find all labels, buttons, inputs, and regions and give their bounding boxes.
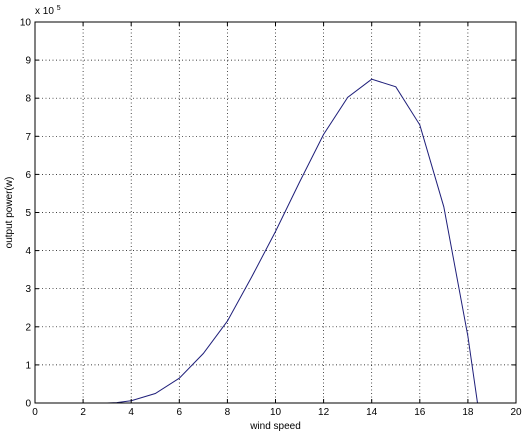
x-axis-label: wind speed — [249, 421, 301, 432]
series-line — [35, 78, 478, 404]
y-axis-exponent-power: 5 — [57, 5, 61, 12]
x-tick-label: 14 — [366, 407, 378, 418]
y-tick-label: 0 — [25, 399, 31, 410]
axes-box — [34, 21, 517, 404]
ticks — [34, 21, 517, 404]
y-tick-label: 4 — [25, 246, 31, 257]
x-tick-label: 6 — [177, 407, 183, 418]
x-tick-label: 16 — [414, 407, 426, 418]
x-tick-label: 2 — [80, 407, 86, 418]
y-tick-label: 8 — [25, 94, 31, 105]
x-tick-label: 0 — [32, 407, 38, 418]
y-axis-label: output power(w) — [4, 177, 15, 249]
x-tick-label: 12 — [318, 407, 330, 418]
y-tick-label: 7 — [25, 132, 31, 143]
y-axis-exponent-base: x 10 — [35, 6, 54, 17]
y-tick-label: 3 — [25, 284, 31, 295]
y-tick-label: 5 — [25, 208, 31, 219]
grid — [35, 22, 516, 403]
y-tick-label: 2 — [25, 322, 31, 333]
x-tick-label: 8 — [225, 407, 231, 418]
y-axis-exponent: x 10 5 — [35, 5, 61, 17]
y-tick-label: 10 — [20, 18, 32, 29]
x-tick-label: 18 — [462, 407, 474, 418]
x-tick-label: 4 — [128, 407, 134, 418]
series-layer — [35, 78, 478, 404]
x-tick-label: 10 — [270, 407, 282, 418]
y-tick-label: 6 — [25, 170, 31, 181]
x-tick-label: 20 — [510, 407, 522, 418]
y-tick-label: 9 — [25, 56, 31, 67]
y-tick-label: 1 — [25, 360, 31, 371]
